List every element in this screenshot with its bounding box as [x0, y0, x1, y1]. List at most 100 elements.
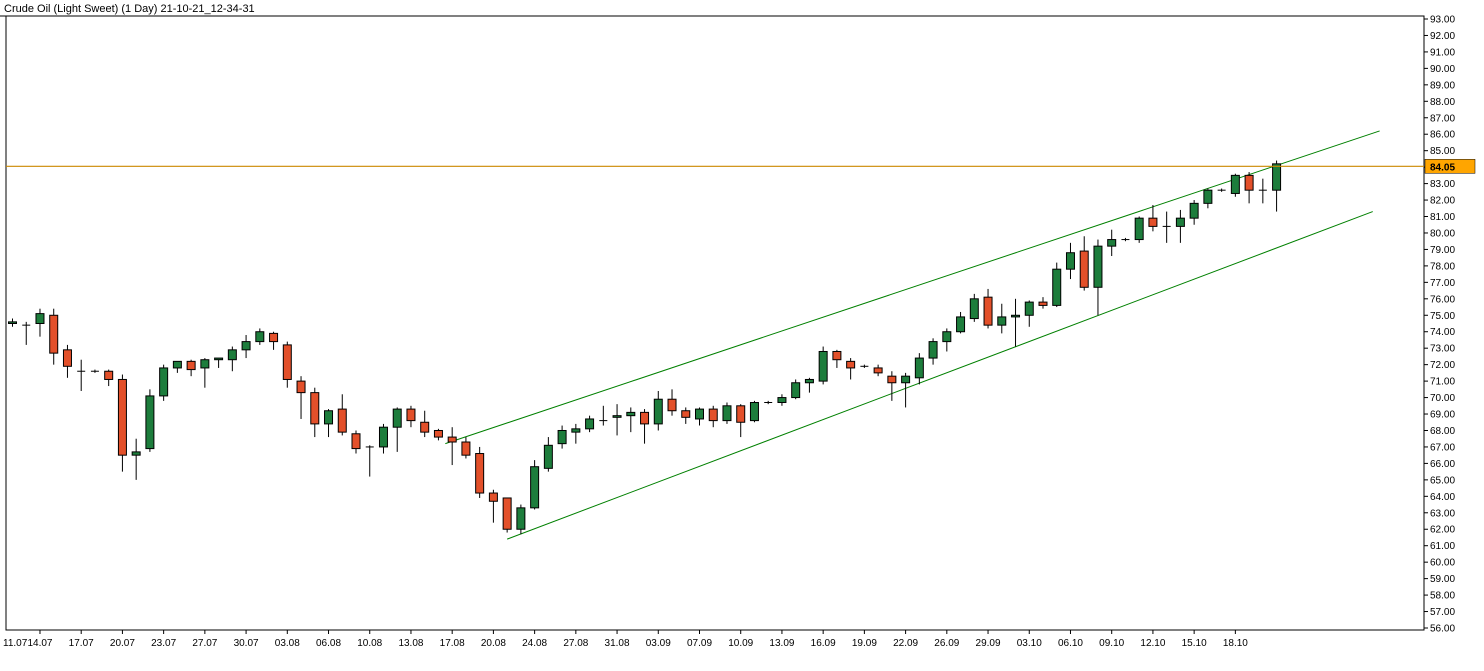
- candle: [1107, 229, 1117, 257]
- candle: [447, 427, 457, 466]
- candle-body: [983, 296, 993, 326]
- candle: [392, 407, 402, 452]
- y-tick-label: 64.00: [1430, 492, 1455, 503]
- candle-body: [255, 331, 265, 343]
- y-tick-label: 75.00: [1430, 311, 1455, 322]
- candle-body: [1230, 174, 1240, 194]
- candle: [241, 335, 251, 359]
- candle: [324, 409, 334, 438]
- candle: [200, 358, 210, 388]
- candle: [8, 318, 17, 327]
- candle: [942, 328, 952, 352]
- candle-body: [378, 426, 388, 448]
- candle-body: [653, 398, 663, 425]
- candle-body: [117, 378, 127, 456]
- candle-body: [612, 415, 622, 418]
- candle-body: [887, 375, 897, 384]
- x-tick-label: 17.07: [69, 638, 94, 649]
- candle: [516, 504, 526, 535]
- candle: [818, 346, 828, 385]
- price-label-box: [1424, 159, 1476, 174]
- x-tick-label: 06.08: [316, 638, 341, 649]
- candle: [571, 423, 581, 444]
- x-tick-label: 29.09: [976, 638, 1001, 649]
- candle: [1230, 173, 1240, 197]
- y-tick-label: 81.00: [1430, 212, 1455, 223]
- x-tick-label: 07.09: [687, 638, 712, 649]
- candle: [378, 423, 388, 454]
- candle: [1052, 262, 1062, 308]
- candle-body: [1244, 174, 1254, 191]
- candle: [1134, 216, 1144, 243]
- candle: [1189, 200, 1199, 225]
- candle-body: [145, 395, 155, 450]
- candle-body: [681, 410, 691, 418]
- x-tick-label: 19.09: [852, 638, 877, 649]
- x-tick-label: 26.09: [934, 638, 959, 649]
- candle: [131, 438, 141, 480]
- candle-body: [227, 349, 237, 361]
- candle: [1148, 204, 1158, 232]
- x-tick-label: 27.07: [192, 638, 217, 649]
- x-tick-label: 20.07: [110, 638, 135, 649]
- candle-body: [324, 410, 334, 425]
- candle: [475, 446, 485, 498]
- candle-body: [186, 360, 196, 371]
- candle: [667, 389, 677, 416]
- x-tick-label: 10.08: [357, 638, 382, 649]
- candle-body: [832, 350, 842, 361]
- candle-body: [475, 453, 485, 494]
- candle: [928, 338, 938, 365]
- y-tick-label: 71.00: [1430, 377, 1455, 388]
- candle-body: [62, 349, 72, 367]
- candle: [1258, 178, 1267, 204]
- candle-body: [557, 429, 567, 445]
- candle-body: [269, 332, 279, 343]
- candle-body: [241, 341, 251, 351]
- y-tick-label: 61.00: [1430, 541, 1455, 552]
- candle-body: [543, 444, 553, 469]
- candle: [269, 331, 279, 350]
- y-tick-label: 65.00: [1430, 475, 1455, 486]
- candle-body: [626, 411, 636, 417]
- candle-body: [997, 316, 1007, 326]
- candle: [997, 303, 1007, 334]
- channel-lines: [445, 130, 1380, 540]
- candle-body: [667, 398, 677, 412]
- candle: [117, 374, 127, 472]
- y-tick-label: 85.00: [1430, 146, 1455, 157]
- candle-body: [1065, 252, 1075, 270]
- candle: [956, 311, 966, 334]
- candle-body: [392, 408, 402, 428]
- candle-body: [571, 428, 581, 433]
- candle-body: [488, 492, 498, 502]
- candle-body: [447, 436, 457, 443]
- candle-body: [310, 392, 320, 425]
- candle-body: [1011, 314, 1021, 318]
- x-tick-label: 09.10: [1099, 638, 1124, 649]
- x-tick-label: 03.08: [275, 638, 300, 649]
- y-tick-label: 93.00: [1430, 15, 1455, 26]
- x-tick-label: 12.10: [1140, 638, 1165, 649]
- candle: [1162, 211, 1171, 243]
- candle: [777, 394, 787, 406]
- x-tick-label: 03.09: [646, 638, 671, 649]
- x-tick-label: 23.07: [151, 638, 176, 649]
- candle-body: [172, 360, 182, 369]
- x-tick-label: 27.08: [563, 638, 588, 649]
- candle: [764, 400, 773, 405]
- candle: [1065, 242, 1075, 280]
- y-tick-label: 82.00: [1430, 196, 1455, 207]
- candle: [49, 308, 59, 365]
- candle: [227, 346, 237, 372]
- x-tick-label: 30.07: [234, 638, 259, 649]
- candle-body: [722, 405, 732, 422]
- candle: [159, 364, 169, 401]
- y-tick-label: 79.00: [1430, 245, 1455, 256]
- candle: [1011, 298, 1021, 347]
- candle: [337, 394, 347, 436]
- candle: [557, 425, 567, 449]
- x-tick-label: 13.09: [769, 638, 794, 649]
- y-tick-label: 60.00: [1430, 558, 1455, 569]
